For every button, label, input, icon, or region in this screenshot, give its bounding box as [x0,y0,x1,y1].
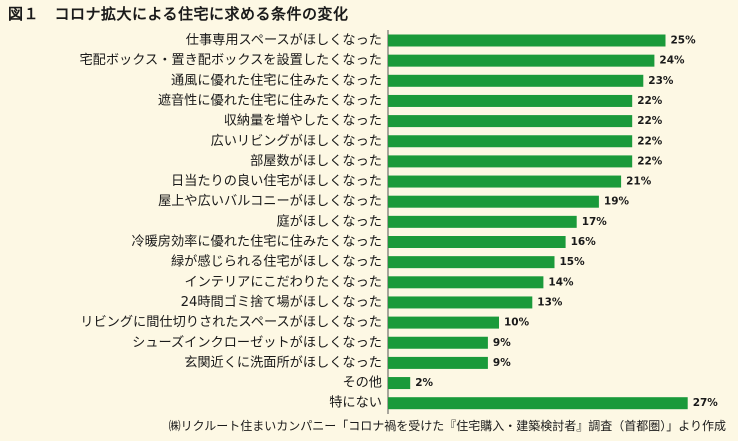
value-label: 17% [582,216,608,228]
value-label: 9% [493,357,511,369]
bar [388,34,666,47]
value-label: 24% [659,55,685,67]
value-label: 27% [693,397,719,409]
value-label: 2% [415,377,433,389]
bar [388,54,655,67]
bar [388,135,633,148]
bar [388,377,411,390]
category-label: 玄関近くに洗面所がほしくなった [184,353,382,370]
bar [388,215,577,228]
source-note: ㈱リクルート住まいカンパニー「コロナ禍を受けた『住宅購入・建築検討者』調査（首都… [168,419,726,433]
value-label: 22% [637,155,663,167]
value-label: 21% [626,176,652,188]
value-label: 15% [560,256,586,268]
bar [388,356,488,369]
category-label: 収納量を増やしたくなった [224,113,382,129]
category-label: 遮音性に優れた住宅に住みたくなった [158,91,382,108]
category-label: 冷暖房効率に優れた住宅に住みたくなった [131,233,382,250]
bar [388,256,555,269]
value-label: 25% [671,35,697,47]
bar [388,397,688,410]
category-label: 広いリビングがほしくなった [211,133,382,149]
bar [388,336,488,349]
category-label: 日当たりの良い住宅がほしくなった [171,173,382,189]
bar [388,175,622,188]
bar [388,155,633,168]
value-label: 19% [604,196,630,208]
bar [388,195,599,208]
category-label: リビングに間仕切りされたスペースがほしくなった [80,314,382,330]
bar [388,94,633,107]
value-label: 10% [504,317,530,329]
category-label: 仕事専用スペースがほしくなった [186,32,382,48]
chart-title: 図１ コロナ拡大による住宅に求める条件の変化 [8,5,349,23]
category-label: その他 [342,375,382,391]
category-label: 24時間ゴミ捨て場がほしくなった [181,293,382,310]
bar [388,74,644,87]
category-label: 宅配ボックス・置き配ボックスを設置したくなった [79,52,382,68]
bars-group: 仕事専用スペースがほしくなった 25% 宅配ボックス・置き配ボックスを設置したくなっ… [79,32,718,411]
value-label: 13% [537,296,563,308]
category-label: 屋上や広いバルコニーがほしくなった [158,193,382,209]
category-label: シューズインクローゼットがほしくなった [132,334,382,350]
category-label: 特にない [329,395,382,411]
bar [388,316,499,329]
bar [388,296,533,309]
value-label: 22% [637,115,663,127]
category-label: 部屋数がほしくなった [250,153,382,169]
category-label: 通風に優れた住宅に住みたくなった [171,72,382,88]
value-label: 16% [571,236,597,248]
bar [388,236,566,248]
value-label: 14% [548,276,574,288]
value-label: 22% [637,135,663,147]
value-label: 22% [637,95,663,107]
bar [388,276,544,289]
value-label: 23% [648,75,674,87]
bar [388,115,633,128]
value-label: 9% [493,337,511,349]
category-label: 庭がほしくなった [277,212,383,229]
category-label: 緑が感じられる住宅がほしくなった [171,253,382,270]
category-label: インテリアにこだわりたくなった [184,274,382,290]
